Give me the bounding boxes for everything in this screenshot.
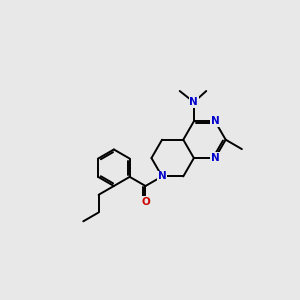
Text: N: N [190,97,198,107]
Text: O: O [141,197,150,207]
Text: N: N [211,116,219,126]
Text: N: N [211,153,219,163]
Text: N: N [158,171,167,182]
